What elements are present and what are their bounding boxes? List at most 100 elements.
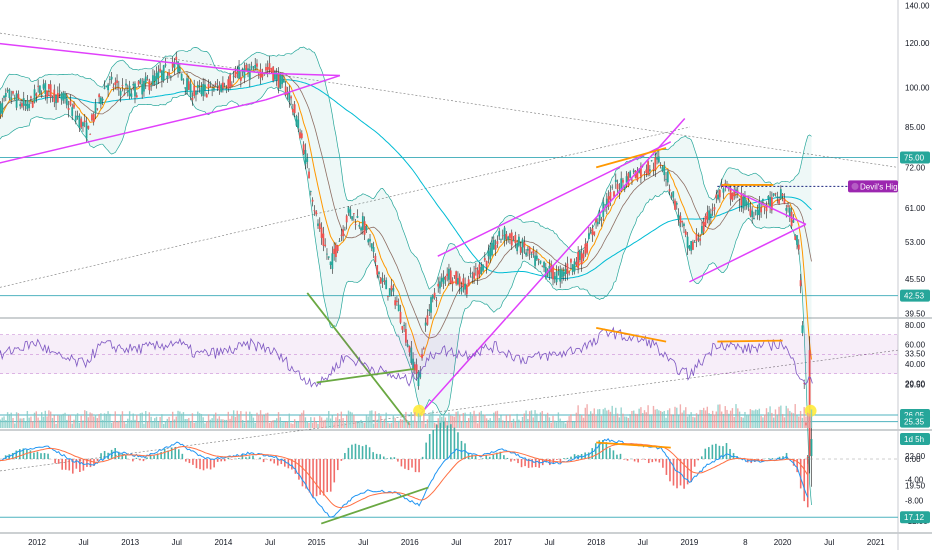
candle[interactable] xyxy=(422,346,425,350)
candle[interactable] xyxy=(4,88,7,102)
candle[interactable] xyxy=(92,112,95,126)
magenta-channel-line[interactable] xyxy=(689,223,807,283)
candle[interactable] xyxy=(455,270,458,286)
rsi-resistance-line[interactable] xyxy=(596,327,667,343)
candle[interactable] xyxy=(582,249,585,262)
price-pane[interactable]: Devil's High - 66.60 xyxy=(0,32,930,518)
candle[interactable] xyxy=(770,191,773,214)
candle[interactable] xyxy=(401,325,404,334)
candle[interactable] xyxy=(448,263,450,286)
candle[interactable] xyxy=(144,72,147,90)
candle[interactable] xyxy=(668,184,671,195)
candle[interactable] xyxy=(704,213,707,227)
candle[interactable] xyxy=(222,76,224,93)
candle[interactable] xyxy=(562,267,565,281)
resistance-line[interactable] xyxy=(595,147,667,169)
candle[interactable] xyxy=(220,83,223,93)
candle[interactable] xyxy=(168,68,170,78)
candle[interactable] xyxy=(388,288,391,297)
candle[interactable] xyxy=(797,239,800,255)
candle[interactable] xyxy=(779,185,782,200)
candle[interactable] xyxy=(55,94,57,110)
candle[interactable] xyxy=(663,161,666,182)
candle[interactable] xyxy=(591,224,594,242)
candle[interactable] xyxy=(745,199,748,210)
candle[interactable] xyxy=(275,68,278,86)
candle[interactable] xyxy=(302,141,305,156)
candle[interactable] xyxy=(516,239,519,255)
candle[interactable] xyxy=(731,192,734,202)
candle[interactable] xyxy=(553,272,556,284)
candle[interactable] xyxy=(722,187,725,199)
candle[interactable] xyxy=(51,95,54,103)
candle[interactable] xyxy=(320,222,323,245)
candle[interactable] xyxy=(33,84,36,104)
candle[interactable] xyxy=(247,63,249,78)
candle[interactable] xyxy=(733,184,736,200)
candle[interactable] xyxy=(76,110,79,120)
price-badge[interactable]: 75.00 xyxy=(900,151,930,164)
candle[interactable] xyxy=(674,198,676,210)
candle[interactable] xyxy=(236,65,239,79)
candle[interactable] xyxy=(640,162,642,184)
candle[interactable] xyxy=(369,233,371,248)
candle[interactable] xyxy=(435,296,438,308)
candle[interactable] xyxy=(175,51,178,65)
candle[interactable] xyxy=(17,90,20,100)
bollinger-upper-line[interactable] xyxy=(0,46,812,290)
candle[interactable] xyxy=(209,81,212,88)
candle[interactable] xyxy=(101,96,104,106)
candle[interactable] xyxy=(525,248,527,257)
candle[interactable] xyxy=(720,178,723,189)
candle[interactable] xyxy=(496,235,499,248)
candle[interactable] xyxy=(254,57,257,71)
macd-divergence-line[interactable] xyxy=(320,486,429,525)
candle[interactable] xyxy=(683,222,685,234)
candle[interactable] xyxy=(256,59,258,72)
candle[interactable] xyxy=(134,81,136,104)
candle[interactable] xyxy=(404,322,407,346)
candle[interactable] xyxy=(39,85,41,96)
candle[interactable] xyxy=(326,248,328,260)
candle[interactable] xyxy=(126,84,129,97)
candle[interactable] xyxy=(64,90,66,104)
candle[interactable] xyxy=(378,271,380,278)
candle[interactable] xyxy=(396,296,398,306)
candle[interactable] xyxy=(677,208,680,226)
candle[interactable] xyxy=(114,77,117,90)
candle[interactable] xyxy=(67,100,70,118)
candle[interactable] xyxy=(645,164,648,178)
candle[interactable] xyxy=(403,321,406,333)
candle[interactable] xyxy=(193,79,196,99)
magenta-channel-line[interactable] xyxy=(721,184,807,225)
candle[interactable] xyxy=(3,95,5,102)
candle[interactable] xyxy=(0,101,2,119)
candle[interactable] xyxy=(433,288,436,300)
candle[interactable] xyxy=(767,195,770,204)
candle[interactable] xyxy=(605,192,608,215)
candle[interactable] xyxy=(360,226,362,235)
candle[interactable] xyxy=(62,90,65,104)
candle[interactable] xyxy=(329,261,332,270)
candle[interactable] xyxy=(85,117,88,143)
candle[interactable] xyxy=(444,275,447,286)
candle[interactable] xyxy=(110,72,113,84)
candle[interactable] xyxy=(503,225,506,247)
candle[interactable] xyxy=(747,196,750,212)
candle[interactable] xyxy=(589,226,592,234)
candle[interactable] xyxy=(250,61,253,71)
candle[interactable] xyxy=(514,231,517,249)
candle[interactable] xyxy=(431,294,434,303)
candle[interactable] xyxy=(781,193,784,202)
candle[interactable] xyxy=(758,196,761,221)
candle[interactable] xyxy=(202,77,205,101)
candle[interactable] xyxy=(535,249,538,261)
candle[interactable] xyxy=(471,271,474,284)
candle[interactable] xyxy=(474,262,477,276)
candle[interactable] xyxy=(544,262,547,280)
candle[interactable] xyxy=(180,73,183,81)
candle[interactable] xyxy=(184,87,187,95)
candle[interactable] xyxy=(322,226,325,252)
candle[interactable] xyxy=(787,202,789,213)
candle[interactable] xyxy=(494,239,497,257)
